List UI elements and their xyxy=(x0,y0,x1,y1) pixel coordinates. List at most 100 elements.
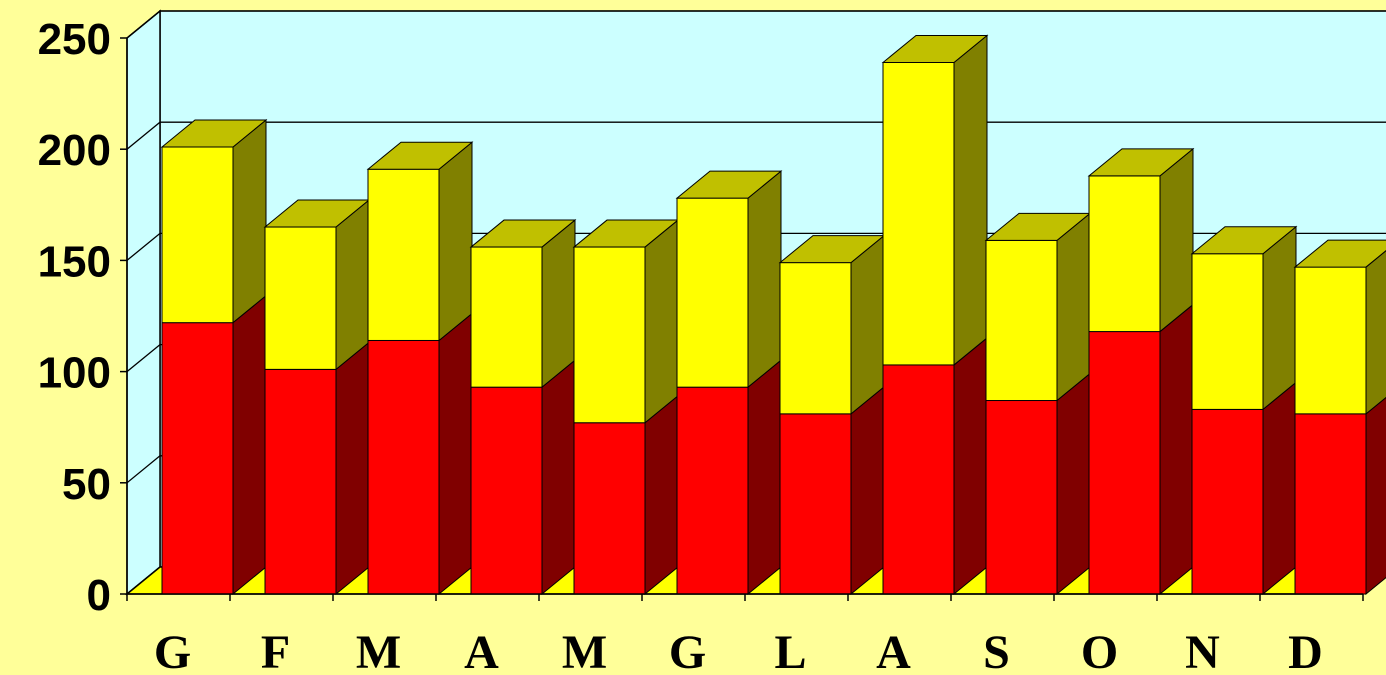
x-tick-label: S xyxy=(983,626,1010,675)
y-tick-label: 100 xyxy=(38,349,111,398)
bar xyxy=(367,339,440,595)
bar-segment xyxy=(1191,381,1297,596)
bar-side xyxy=(1159,147,1194,333)
bar-top xyxy=(160,119,268,148)
bar xyxy=(367,168,440,341)
bar-segment xyxy=(882,336,988,596)
bar xyxy=(1294,413,1367,595)
gridline xyxy=(126,121,1386,150)
bar xyxy=(470,386,543,595)
bar-segment xyxy=(1190,225,1298,411)
bar-segment xyxy=(779,385,885,596)
x-tick-label: O xyxy=(1081,626,1118,675)
bar xyxy=(882,61,955,366)
bar xyxy=(882,364,955,595)
bar xyxy=(985,239,1058,402)
x-tick-label: G xyxy=(154,626,191,675)
bar-side xyxy=(335,341,370,596)
bar xyxy=(264,368,337,595)
bar-side xyxy=(953,34,988,366)
bar-side xyxy=(1056,212,1091,402)
y-tick-label: 250 xyxy=(38,15,111,64)
x-tick-label: N xyxy=(1185,626,1220,675)
bar xyxy=(1294,266,1367,415)
bar xyxy=(779,413,852,595)
bar-segment xyxy=(881,34,989,366)
y-tick-labels: 0 50 100 150 200 250 xyxy=(38,15,111,620)
bar-side xyxy=(953,336,988,596)
x-tick-label: M xyxy=(356,626,401,675)
bar-segment xyxy=(263,198,371,371)
bar-segment xyxy=(676,359,782,596)
bar-side xyxy=(438,141,473,342)
bars xyxy=(160,34,1386,596)
side-wall xyxy=(126,9,161,596)
bar-segment xyxy=(778,234,886,415)
bar-segment xyxy=(985,372,1091,596)
bar-side xyxy=(850,234,885,415)
bar-segment xyxy=(366,141,474,342)
bar-side xyxy=(1262,225,1297,411)
bar-side xyxy=(1056,372,1091,596)
bar-side xyxy=(644,394,679,596)
x-tick-label: D xyxy=(1288,626,1323,675)
bar-segment xyxy=(1087,147,1195,333)
bar xyxy=(1088,175,1161,333)
bar-top xyxy=(1190,226,1298,255)
bar-segment xyxy=(1293,239,1386,415)
x-tick-label: M xyxy=(562,626,607,675)
gridline xyxy=(126,10,1386,39)
bar-side xyxy=(541,219,576,389)
bar-segment xyxy=(264,341,370,596)
bar-side xyxy=(1365,396,1386,596)
bar-segment xyxy=(367,312,473,596)
bar-top xyxy=(1087,148,1195,177)
bar-segment xyxy=(161,294,267,596)
bar xyxy=(1191,408,1264,595)
bar xyxy=(573,422,646,595)
axes xyxy=(120,37,1364,601)
bar-segment xyxy=(675,170,783,389)
x-tick-label: G xyxy=(669,626,706,675)
y-tick-label: 150 xyxy=(38,237,111,286)
bar xyxy=(676,197,749,388)
bar-side xyxy=(747,359,782,596)
gridline xyxy=(126,232,1386,261)
x-tick-label: A xyxy=(464,626,499,675)
y-tick-label: 50 xyxy=(62,460,111,509)
bar-side xyxy=(1262,381,1297,596)
bar-top xyxy=(1293,239,1386,268)
bar-segment xyxy=(470,359,576,596)
bar xyxy=(264,226,337,370)
bar xyxy=(573,246,646,424)
bar-side xyxy=(747,170,782,389)
bar-top xyxy=(881,34,989,63)
bar-side xyxy=(438,312,473,596)
bar-side xyxy=(1365,250,1386,415)
bar-side xyxy=(644,219,679,424)
bar-segment xyxy=(160,118,268,324)
bar xyxy=(470,246,543,388)
bar xyxy=(161,146,234,324)
bar-segment xyxy=(469,219,577,389)
bar xyxy=(1088,331,1161,595)
x-tick-label: A xyxy=(876,626,911,675)
bar xyxy=(985,400,1058,595)
y-tick-label: 200 xyxy=(38,126,111,175)
bar-side xyxy=(850,385,885,596)
bar xyxy=(676,386,749,595)
bar-side xyxy=(335,198,370,371)
bar xyxy=(161,322,234,595)
bar xyxy=(779,262,852,415)
x-tick-label: L xyxy=(774,626,806,675)
bar xyxy=(1191,253,1264,410)
bar-segment xyxy=(984,212,1092,402)
bar-segment xyxy=(573,394,679,596)
y-tick-label: 0 xyxy=(87,571,111,620)
bar-side xyxy=(541,359,576,596)
bar-segment xyxy=(572,219,680,424)
bar-side xyxy=(1159,303,1194,596)
bar-segment xyxy=(1294,396,1386,596)
bar-segment xyxy=(1088,303,1194,596)
